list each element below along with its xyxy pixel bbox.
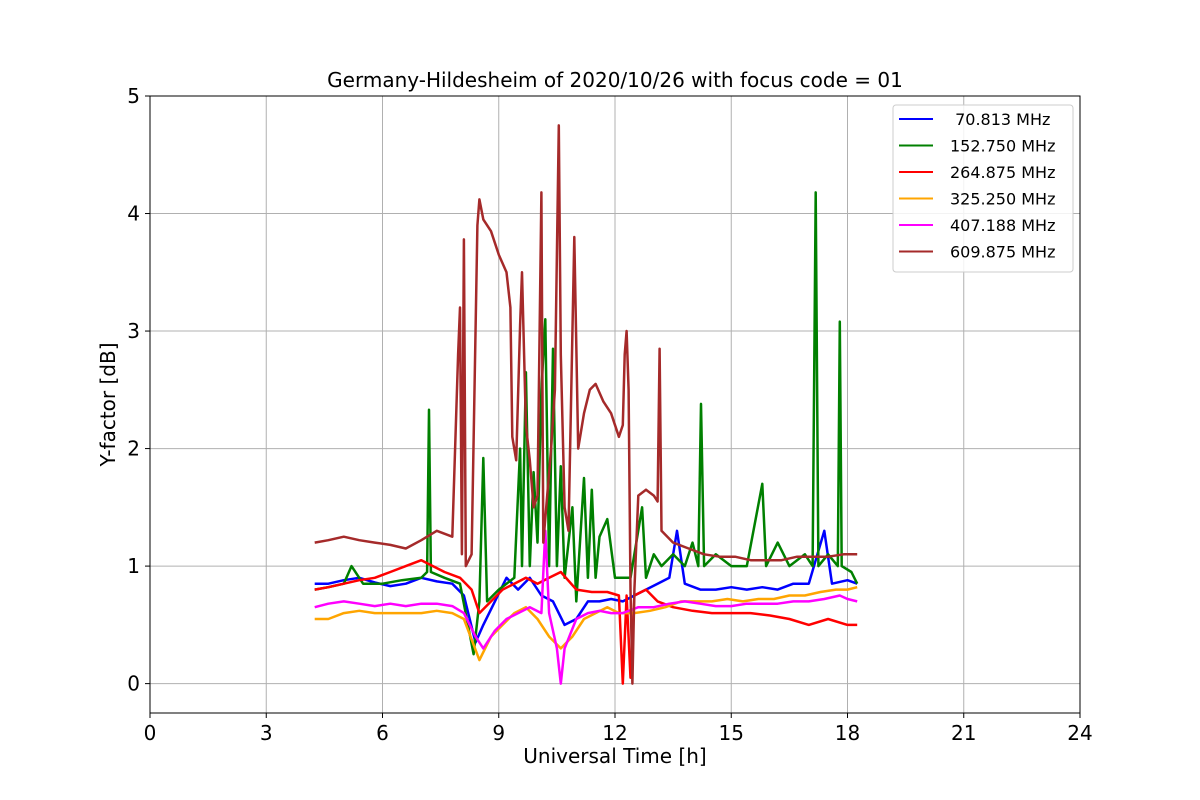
legend: 70.813 MHz 152.750 MHz 264.875 MHz 325.250 … (892, 104, 1074, 273)
legend-label: 152.750 MHz (950, 137, 1055, 156)
series-line (314, 558, 858, 685)
series-line (314, 124, 858, 685)
legend-box (892, 104, 1074, 273)
series-line (314, 191, 859, 656)
y-tick-label: 2 (127, 437, 140, 461)
legend-label: 325.250 MHz (950, 190, 1055, 209)
chart-title: Germany-Hildesheim of 2020/10/26 with fo… (327, 68, 903, 92)
y-tick-label: 4 (127, 202, 140, 226)
legend-label: 70.813 MHz (950, 110, 1050, 129)
x-tick-label: 18 (835, 721, 860, 745)
series-line (314, 585, 858, 662)
x-tick-label: 9 (492, 721, 505, 745)
legend-label: 407.188 MHz (950, 216, 1055, 235)
y-tick-label: 1 (127, 554, 140, 578)
y-tick-label: 3 (127, 319, 140, 343)
series-group (314, 124, 859, 685)
series-line (314, 529, 858, 685)
x-tick-label: 21 (951, 721, 976, 745)
legend-label: 264.875 MHz (950, 163, 1055, 182)
x-tick-label: 15 (719, 721, 744, 745)
y-axis: 0 1 2 3 4 5 (127, 84, 150, 696)
x-tick-label: 0 (144, 721, 157, 745)
x-axis-label: Universal Time [h] (523, 744, 706, 768)
x-tick-label: 24 (1067, 721, 1092, 745)
y-axis-label: Y-factor [dB] (96, 342, 120, 467)
x-tick-label: 12 (602, 721, 627, 745)
x-axis: 0 3 6 9 12 15 18 21 24 (144, 713, 1093, 745)
x-tick-label: 6 (376, 721, 389, 745)
legend-label: 609.875 MHz (950, 243, 1055, 262)
y-tick-label: 0 (127, 672, 140, 696)
y-tick-label: 5 (127, 84, 140, 108)
x-tick-label: 3 (260, 721, 273, 745)
